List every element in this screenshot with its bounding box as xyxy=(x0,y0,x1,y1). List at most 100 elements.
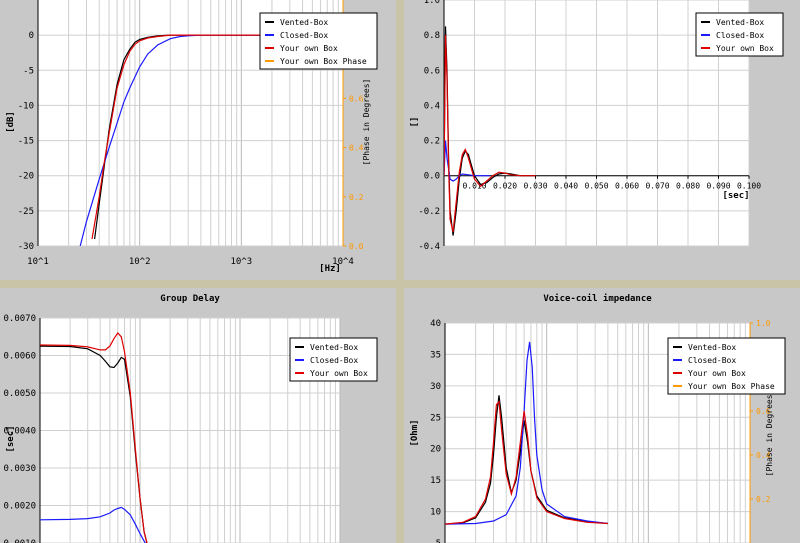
frequency-response-panel: 0-5-10-15-20-25-300.80.60.40.20.0[Phase … xyxy=(0,0,396,280)
y-tick-label: 10 xyxy=(430,508,441,518)
secondary-tick-label: 0.4 xyxy=(756,451,771,460)
x-tick-label: 0.040 xyxy=(554,182,578,191)
legend-label: Vented-Box xyxy=(280,18,328,27)
y-tick-label: 5 xyxy=(436,539,441,543)
y-tick-label: 15 xyxy=(430,476,441,486)
secondary-axis-label: [Phase in Degrees] xyxy=(362,79,371,166)
series-line xyxy=(444,140,490,182)
series-line xyxy=(445,400,608,525)
series-group xyxy=(40,332,148,543)
legend-label: Closed-Box xyxy=(310,356,358,365)
y-tick-label: 0.6 xyxy=(424,66,440,76)
y-tick-label: -30 xyxy=(18,242,34,252)
y-tick-label: 1.0 xyxy=(424,0,440,6)
y-axis-label: [Ohm] xyxy=(410,419,420,446)
series-line xyxy=(445,341,608,525)
x-tick-label: 0.010 xyxy=(462,182,486,191)
secondary-axis-label: [Phase in Degrees] xyxy=(765,390,774,477)
x-axis-label: [Hz] xyxy=(319,264,341,274)
x-tick-label: 0.090 xyxy=(706,182,730,191)
y-tick-label: -5 xyxy=(23,66,34,76)
y-tick-label: 0.0060 xyxy=(3,352,36,362)
x-tick-label: 10^3 xyxy=(230,257,252,267)
y-tick-label: 0.0070 xyxy=(3,314,36,324)
group-delay-panel: 0.0070 0.0060 0.0050 0.0040 0.0030 0.0020 0.00… xyxy=(0,288,396,543)
chart-2-svg: 0.0070 0.0060 0.0050 0.0040 0.0030 0.0020 0.00… xyxy=(3,294,378,543)
legend-label: Closed-Box xyxy=(280,31,328,40)
x-tick-label: 0.050 xyxy=(584,182,608,191)
y-tick-label: 0.2 xyxy=(424,137,440,147)
series-line xyxy=(91,34,343,240)
y-tick-label: 0.0 xyxy=(424,172,440,182)
legend-label: Vented-Box xyxy=(688,343,736,352)
legend-label: Closed-Box xyxy=(688,356,736,365)
legend-label: Vented-Box xyxy=(310,343,358,352)
x-tick-label: 10^1 xyxy=(27,257,49,267)
y-axis-label: [] xyxy=(410,117,420,128)
secondary-tick-label: 0.4 xyxy=(349,144,364,153)
y-tick-label: 20 xyxy=(430,445,441,455)
legend-box xyxy=(667,337,786,395)
y-tick-label: 40 xyxy=(430,319,441,329)
series-group xyxy=(79,34,343,246)
series-line xyxy=(79,34,343,246)
y-tick-label: 0.0050 xyxy=(3,389,36,399)
legend-label: Vented-Box xyxy=(716,18,764,27)
legend-box xyxy=(289,337,378,382)
x-tick-label: 0.030 xyxy=(523,182,547,191)
secondary-tick-label: 0.0 xyxy=(349,242,364,251)
legend-label: Your own Box Phase xyxy=(688,382,775,391)
legend-label: Your own Box xyxy=(716,44,774,53)
secondary-tick-label: 1.0 xyxy=(756,319,771,328)
x-axis-label: [sec] xyxy=(722,191,749,201)
chart-0-svg: 0-5-10-15-20-25-300.80.60.40.20.0[Phase … xyxy=(6,0,378,274)
chart-1-svg: 1.0 0.8 0.6 0.4 0.2 0.0 -0.2 -0.4 0.010 0.020 0.03… xyxy=(410,0,784,252)
y-axis-label: [sec] xyxy=(6,425,16,452)
y-tick-label: 0.4 xyxy=(424,101,440,111)
series-line xyxy=(444,35,536,233)
x-tick-label: 10^4 xyxy=(332,257,354,267)
x-tick-label: 0.080 xyxy=(676,182,700,191)
series-group xyxy=(445,341,608,525)
chart-title: Group Delay xyxy=(160,294,220,304)
y-tick-label: -10 xyxy=(18,101,34,111)
legend-label: Your own Box Phase xyxy=(280,57,367,66)
y-tick-label: -15 xyxy=(18,137,34,147)
y-tick-label: -25 xyxy=(18,207,34,217)
series-group xyxy=(444,26,536,236)
secondary-tick-label: 0.2 xyxy=(756,495,771,504)
secondary-tick-label: 0.2 xyxy=(349,193,364,202)
legend-label: Your own Box xyxy=(310,369,368,378)
y-tick-label: -0.4 xyxy=(418,242,440,252)
x-tick-label: 0.100 xyxy=(737,182,761,191)
y-tick-label: 0.0020 xyxy=(3,502,36,512)
series-line xyxy=(40,506,147,543)
y-tick-label: 30 xyxy=(430,382,441,392)
y-tick-label: 0.8 xyxy=(424,31,440,41)
impedance-panel: 4035302520151051.00.80.60.40.2[Phase in … xyxy=(404,288,800,543)
step-response-panel: 1.0 0.8 0.6 0.4 0.2 0.0 -0.2 -0.4 0.010 0.020 0.03… xyxy=(404,0,800,280)
y-tick-label: 0.0030 xyxy=(3,464,36,474)
x-tick-label: 0.060 xyxy=(615,182,639,191)
legend-label: Your own Box xyxy=(280,44,338,53)
legend-label: Closed-Box xyxy=(716,31,764,40)
x-tick-label: 10^2 xyxy=(129,257,151,267)
x-tick-label: 0.020 xyxy=(493,182,517,191)
chart-title: Voice-coil impedance xyxy=(543,293,652,304)
horizontal-separator xyxy=(0,280,800,288)
chart-3-svg: 4035302520151051.00.80.60.40.2[Phase in … xyxy=(410,293,786,543)
legend-box xyxy=(695,12,784,57)
secondary-tick-label: 0.6 xyxy=(349,94,364,103)
legend-label: Your own Box xyxy=(688,369,746,378)
vertical-separator xyxy=(396,0,404,543)
legend-box xyxy=(259,12,378,70)
y-tick-label: -0.2 xyxy=(418,207,440,217)
y-axis-label: [dB] xyxy=(6,111,16,133)
y-tick-label: 0.0040 xyxy=(3,427,36,437)
y-tick-label: 35 xyxy=(430,350,441,360)
y-tick-label: 0.0010 xyxy=(3,539,36,543)
y-tick-label: 25 xyxy=(430,413,441,423)
series-line xyxy=(40,332,148,543)
x-tick-label: 0.070 xyxy=(645,182,669,191)
y-tick-label: 0 xyxy=(29,31,34,41)
